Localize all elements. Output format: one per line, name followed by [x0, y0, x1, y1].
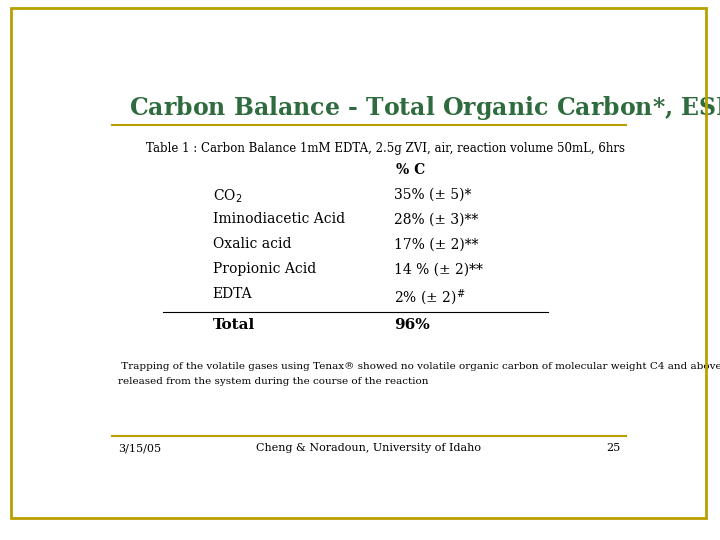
Text: Cheng & Noradoun, University of Idaho: Cheng & Noradoun, University of Idaho [256, 443, 482, 453]
Text: Table 1 : Carbon Balance 1mM EDTA, 2.5g ZVI, air, reaction volume 50mL, 6hrs: Table 1 : Carbon Balance 1mM EDTA, 2.5g … [145, 141, 625, 155]
Text: Iminodiacetic Acid: Iminodiacetic Acid [213, 212, 345, 226]
Text: Carbon Balance - Total Organic Carbon*, ESI-MS**, HPLC$^{\#}$: Carbon Balance - Total Organic Carbon*, … [129, 92, 720, 124]
Text: 17% (± 2)**: 17% (± 2)** [394, 238, 479, 251]
Text: 96%: 96% [394, 319, 430, 333]
Text: 35% (± 5)*: 35% (± 5)* [394, 187, 472, 201]
Text: % C: % C [396, 163, 426, 177]
Text: Oxalic acid: Oxalic acid [213, 238, 292, 251]
Text: CO$_2$: CO$_2$ [213, 187, 242, 205]
Text: Trapping of the volatile gases using Tenax® showed no volatile organic carbon of: Trapping of the volatile gases using Ten… [118, 362, 720, 371]
Text: released from the system during the course of the reaction: released from the system during the cour… [118, 377, 428, 386]
Text: 3/15/05: 3/15/05 [118, 443, 161, 453]
Text: 2% (± 2)$^{\#}$: 2% (± 2)$^{\#}$ [394, 287, 466, 307]
Text: 28% (± 3)**: 28% (± 3)** [394, 212, 478, 226]
Text: EDTA: EDTA [213, 287, 253, 301]
Text: 14 % (± 2)**: 14 % (± 2)** [394, 262, 483, 276]
Text: Propionic Acid: Propionic Acid [213, 262, 316, 276]
Text: 25: 25 [606, 443, 620, 453]
Text: Total: Total [213, 319, 255, 333]
